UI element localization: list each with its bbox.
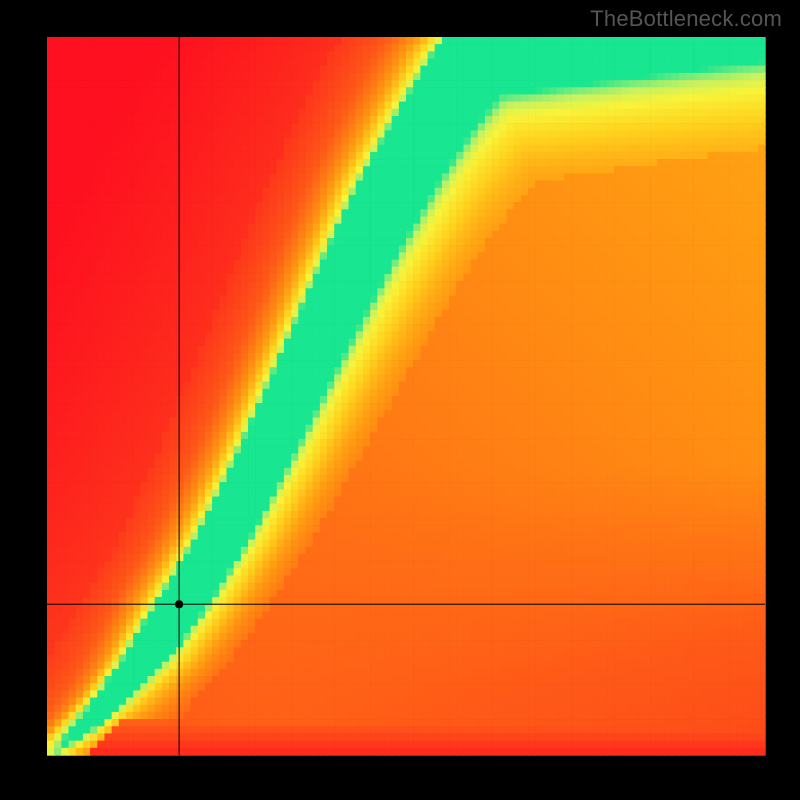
watermark-text: TheBottleneck.com [590, 6, 782, 32]
bottleneck-heatmap [0, 0, 800, 800]
